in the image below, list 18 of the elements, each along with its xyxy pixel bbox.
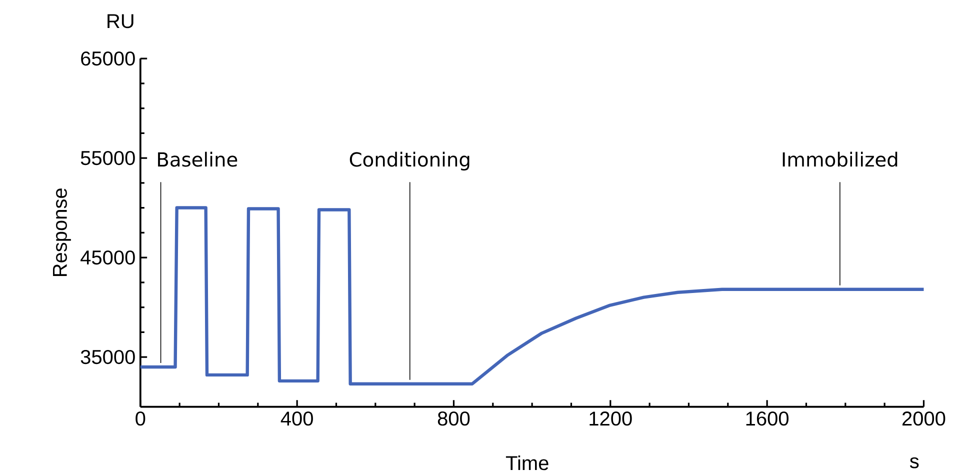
x-tick-label: 2000 — [902, 411, 946, 426]
text: RU — [108, 14, 134, 28]
y-tick-label: 65000 — [81, 51, 135, 66]
x-tick-label: 0 — [136, 411, 146, 426]
x-axis-title: Time — [506, 455, 548, 470]
x-tick-label: 800 — [438, 411, 470, 426]
annotation: Immobilized — [782, 152, 898, 167]
text: s — [910, 457, 919, 468]
y-tick-label: 35000 — [80, 350, 135, 364]
annotation: Baseline — [158, 152, 238, 167]
y-tick-label: 45000 — [80, 250, 135, 265]
x-tick-label: 1200 — [590, 411, 632, 426]
line-series — [138, 206, 926, 386]
y-tick-label: 55000 — [80, 150, 135, 166]
x-tick-label: 1600 — [746, 411, 789, 426]
y-axis-title: Response — [53, 188, 71, 276]
x-tick-label: 400 — [280, 411, 313, 426]
annotation: Conditioning — [350, 152, 470, 170]
